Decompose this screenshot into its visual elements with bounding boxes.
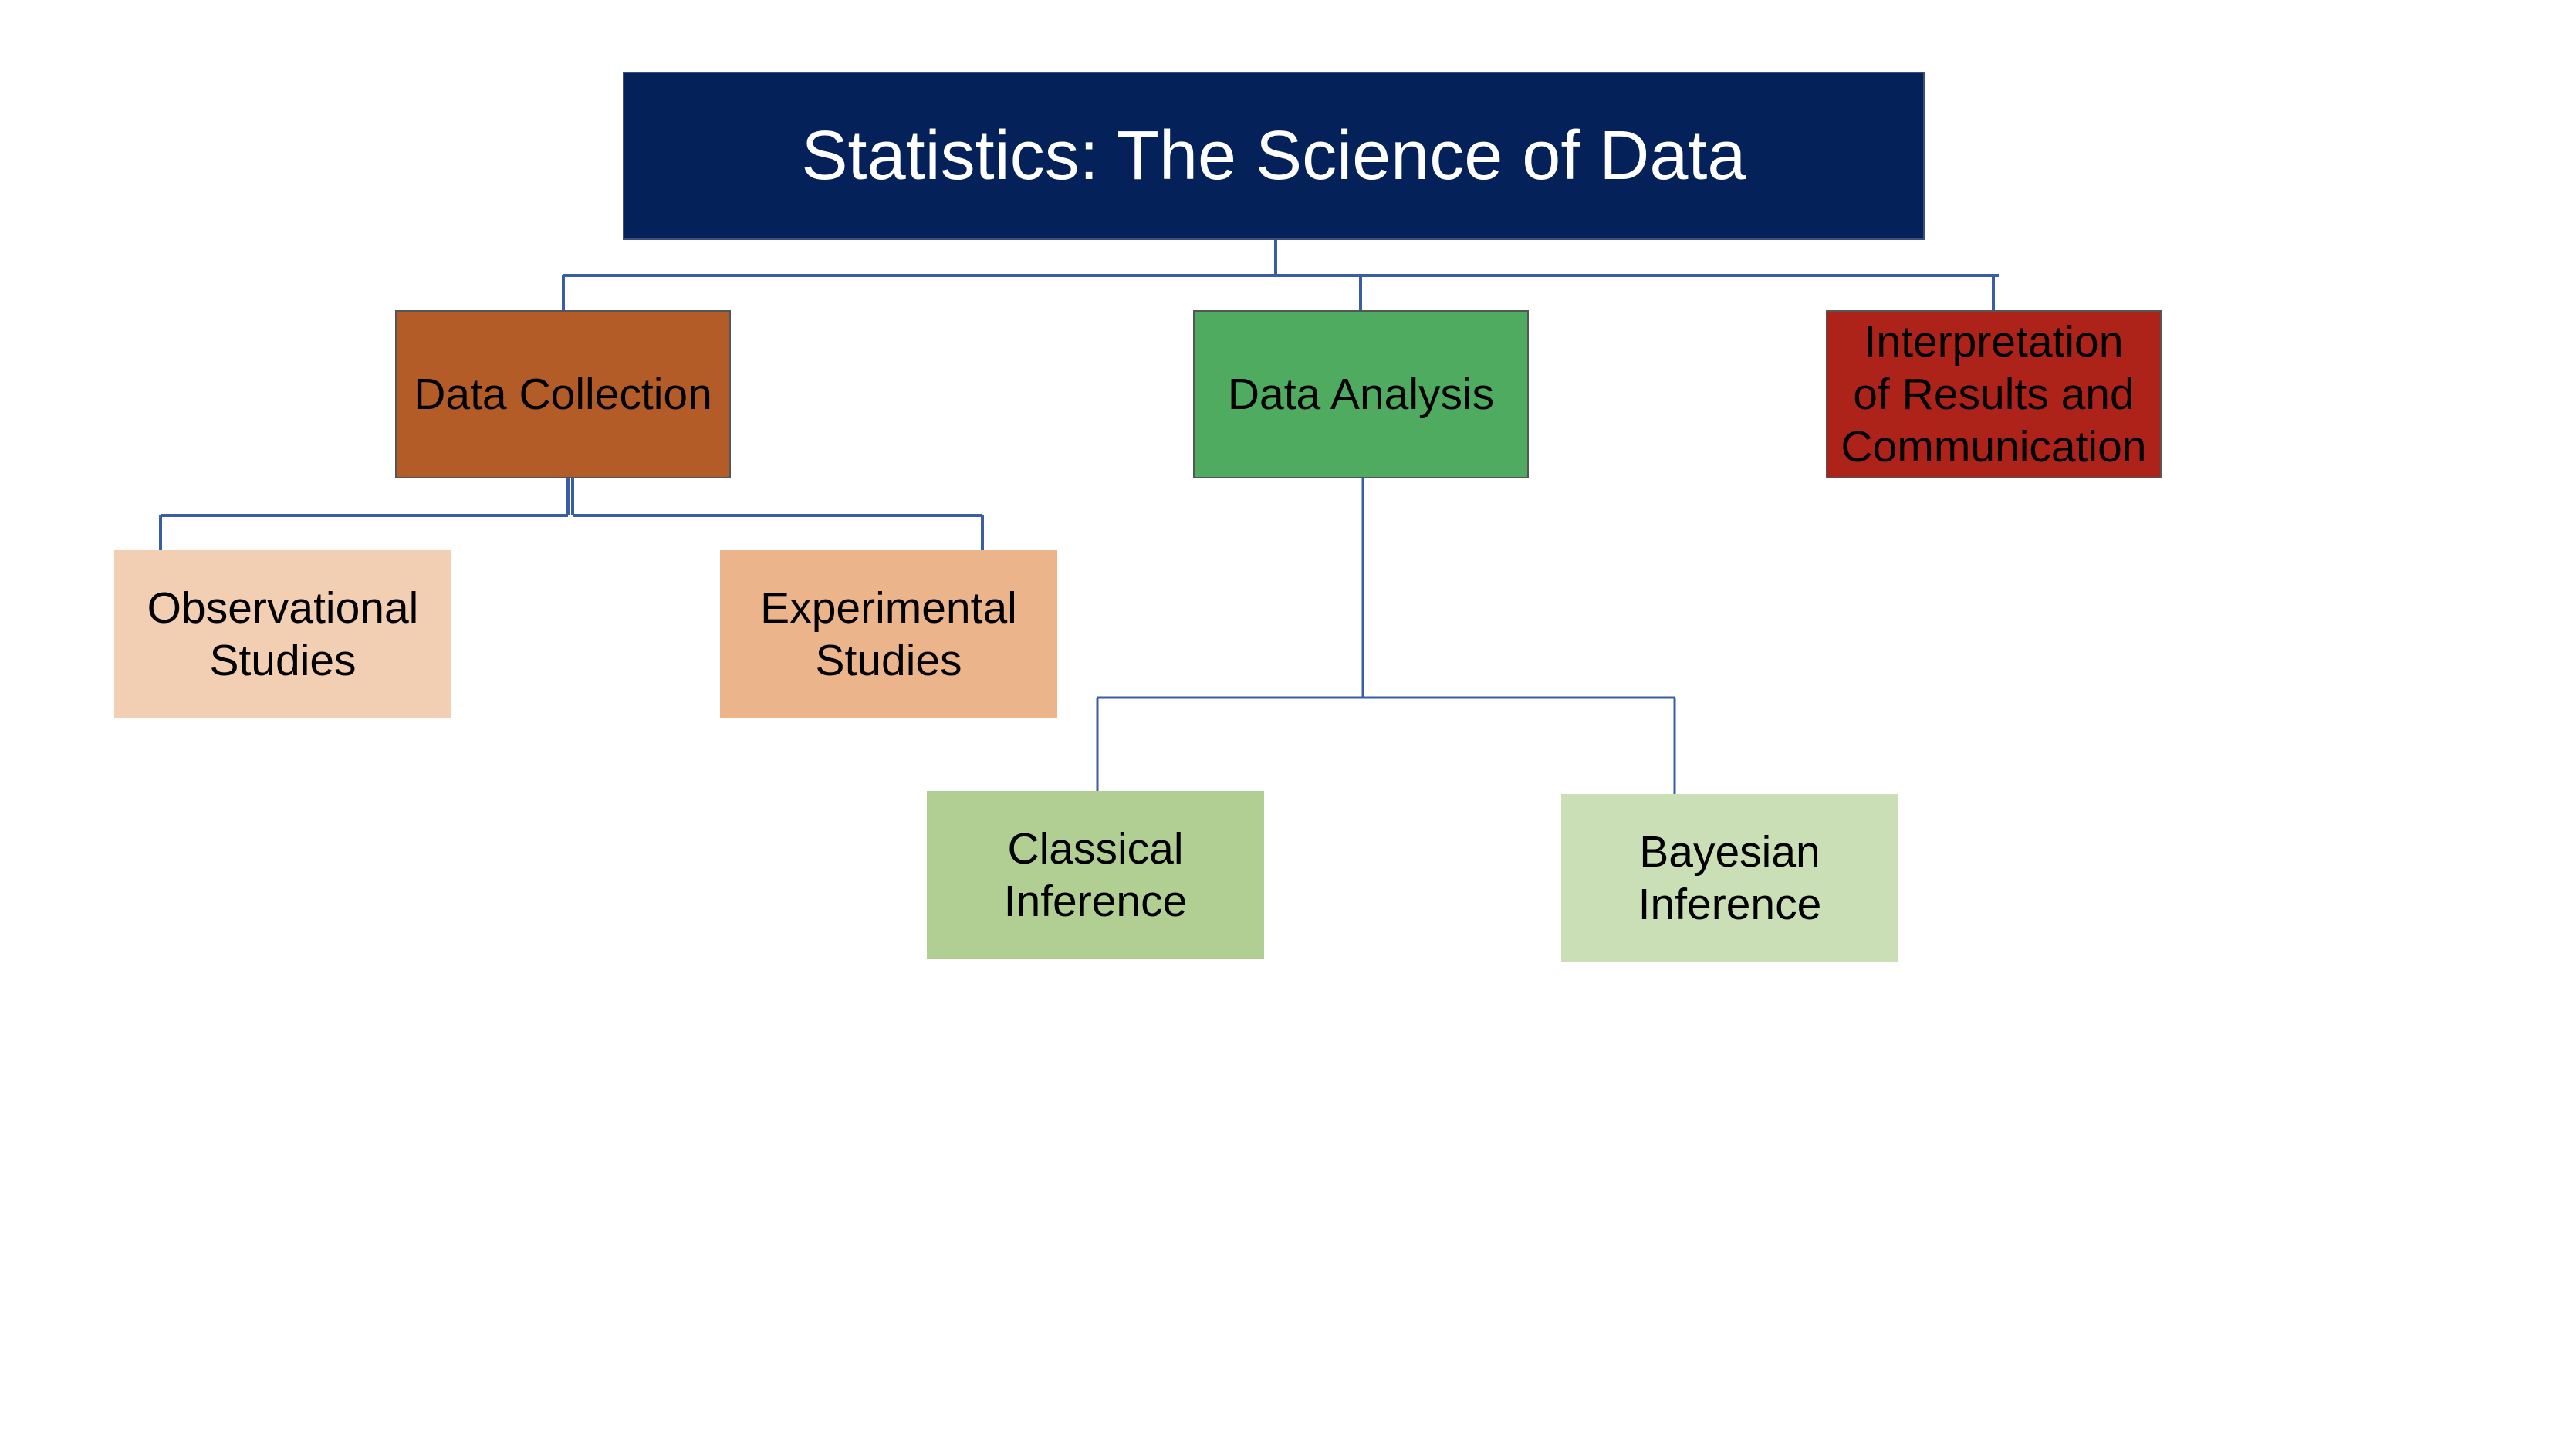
observational-studies-label: Observational Studies (147, 583, 419, 685)
interpretation-label: Interpretation of Results and Communicat… (1841, 317, 2147, 471)
observational-studies-node: Observational Studies (114, 550, 451, 718)
data-collection-node: Data Collection (395, 310, 731, 478)
bayesian-inference-label: Bayesian Inference (1638, 827, 1822, 929)
interpretation-node: Interpretation of Results and Communicat… (1826, 310, 2162, 478)
data-analysis-node: Data Analysis (1193, 310, 1529, 478)
experimental-studies-label: Experimental Studies (760, 583, 1017, 685)
bayesian-inference-node: Bayesian Inference (1561, 794, 1898, 962)
root-node: Statistics: The Science of Data (623, 72, 1925, 240)
data-collection-label: Data Collection (414, 370, 712, 419)
experimental-studies-node: Experimental Studies (720, 550, 1057, 718)
data-analysis-label: Data Analysis (1227, 370, 1495, 419)
classical-inference-label: Classical Inference (1003, 824, 1188, 926)
connector-collection-to-children (159, 478, 984, 550)
connector-analysis-to-children (1096, 478, 1676, 794)
connector-root-to-level1 (562, 240, 1999, 310)
root-label: Statistics: The Science of Data (801, 117, 1746, 194)
classical-inference-node: Classical Inference (927, 791, 1264, 959)
